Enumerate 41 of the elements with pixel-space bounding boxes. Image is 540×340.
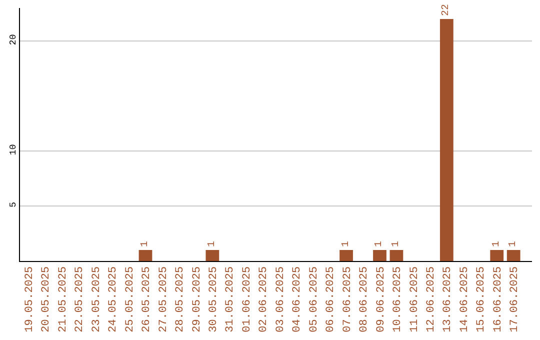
- y-tick-label: 5: [8, 202, 18, 208]
- x-tick-label: 09.06.2025: [375, 266, 388, 332]
- data-label: 1: [206, 240, 218, 247]
- data-label: 1: [508, 240, 520, 247]
- y-tick-label: 10: [8, 144, 18, 156]
- x-tick-label: 16.06.2025: [492, 266, 504, 332]
- x-tick-label: 22.05.2025: [74, 266, 86, 332]
- x-tick-label: 12.06.2025: [426, 266, 438, 332]
- x-tick-label: 31.05.2025: [224, 266, 237, 332]
- x-tick-label: 24.05.2025: [108, 266, 120, 332]
- x-tick-label: 07.06.2025: [342, 266, 354, 332]
- data-label: 22: [441, 4, 452, 16]
- x-tick-label: 02.06.2025: [258, 266, 270, 332]
- x-tick-label: 27.05.2025: [158, 266, 170, 332]
- x-tick-label: 10.06.2025: [392, 266, 404, 332]
- y-tick-label: 20: [8, 34, 18, 46]
- data-label: 1: [491, 240, 502, 247]
- x-tick-label: 13.06.2025: [442, 266, 454, 332]
- x-tick-label: 17.06.2025: [509, 266, 522, 332]
- x-tick-label: 14.06.2025: [458, 266, 471, 332]
- x-tick-label: 06.06.2025: [325, 266, 338, 332]
- x-tick-label: 20.05.2025: [40, 266, 53, 332]
- x-tick-label: 25.05.2025: [124, 266, 136, 332]
- data-label: 1: [374, 240, 386, 247]
- x-tick-label: 21.05.2025: [57, 266, 70, 332]
- x-tick-label: 28.05.2025: [174, 266, 187, 332]
- x-tick-label: 11.06.2025: [408, 266, 421, 332]
- data-label: 1: [390, 240, 402, 247]
- x-tick-label: 15.06.2025: [476, 266, 488, 332]
- x-tick-label: 19.05.2025: [24, 266, 36, 332]
- x-tick-label: 04.06.2025: [292, 266, 304, 332]
- x-tick-label: 03.06.2025: [274, 266, 287, 332]
- x-tick-label: 30.05.2025: [208, 266, 220, 332]
- x-tick-label: 23.05.2025: [90, 266, 103, 332]
- x-tick-label: 29.05.2025: [191, 266, 204, 332]
- x-tick-label: 26.05.2025: [141, 266, 154, 332]
- data-label: 1: [340, 240, 352, 247]
- x-tick-label: 05.06.2025: [308, 266, 320, 332]
- data-label: 1: [140, 240, 151, 247]
- x-tick-label: 01.06.2025: [241, 266, 254, 332]
- x-tick-label: 08.06.2025: [358, 266, 371, 332]
